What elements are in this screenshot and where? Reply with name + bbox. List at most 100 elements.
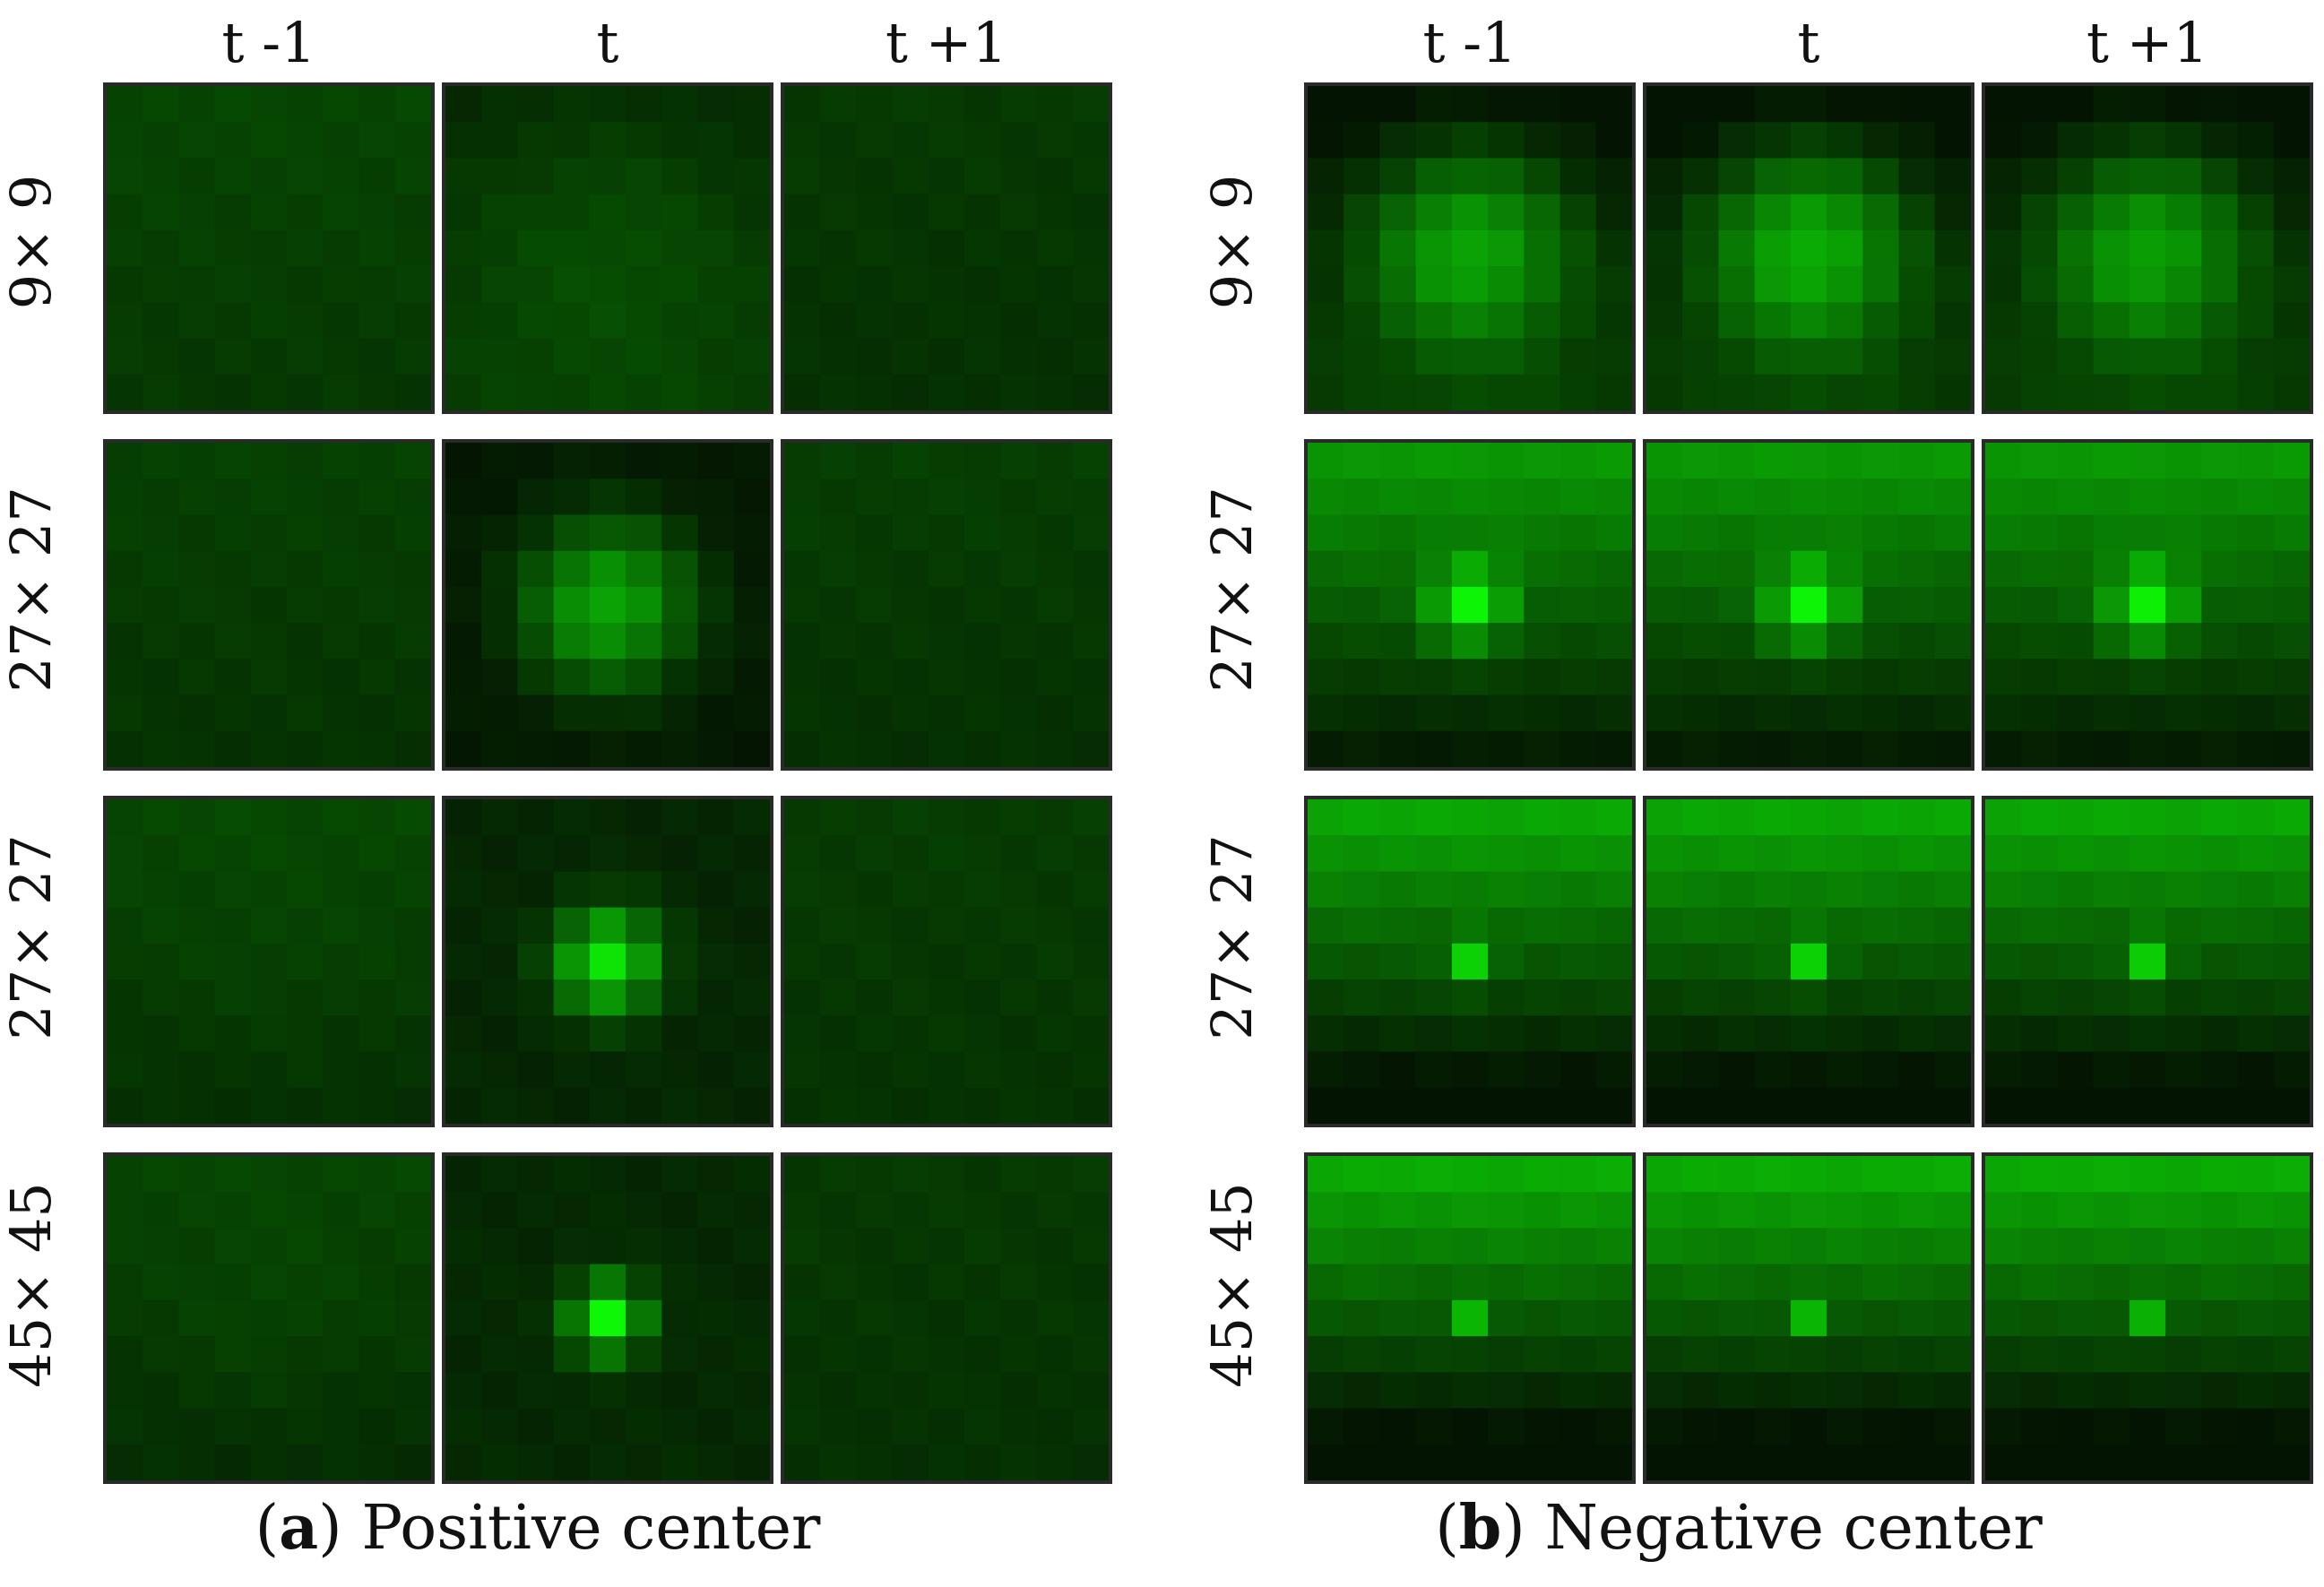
heatmap-cell xyxy=(1308,1336,1345,1374)
heatmap-cell xyxy=(856,835,894,873)
heatmap-cell xyxy=(2021,1372,2059,1410)
heatmap-cell xyxy=(250,907,288,944)
heatmap-cell xyxy=(2093,266,2130,304)
heatmap-cell xyxy=(323,1228,360,1265)
heatmap-cell xyxy=(1646,871,1684,909)
heatmap-cell xyxy=(928,338,965,375)
heatmap-cell xyxy=(250,623,288,660)
heatmap-cell xyxy=(1451,1336,1489,1374)
heatmap-cell xyxy=(1985,266,2023,304)
heatmap-cell xyxy=(1898,122,1936,160)
heatmap-cell xyxy=(1898,1228,1936,1265)
heatmap-cell xyxy=(1827,514,1864,552)
heatmap-cell xyxy=(553,158,591,195)
heatmap-cell xyxy=(1488,1051,1525,1089)
heatmap-cell xyxy=(1415,799,1453,837)
heatmap-cell xyxy=(1862,979,1900,1017)
heatmap-cell xyxy=(214,229,252,267)
heatmap-cell xyxy=(1718,1156,1756,1194)
heatmap-cell xyxy=(323,1192,360,1229)
heatmap-cell xyxy=(928,871,965,909)
heatmap-cell xyxy=(1790,799,1827,837)
heatmap-cell xyxy=(1934,835,1971,873)
heatmap-cell xyxy=(1343,194,1381,231)
heatmap-cell xyxy=(1488,86,1525,124)
heatmap-cell xyxy=(1343,694,1381,732)
heatmap-cell xyxy=(661,1228,699,1265)
heatmap-cell xyxy=(1488,479,1525,516)
heatmap-cell xyxy=(928,979,965,1017)
heatmap-cell xyxy=(1985,374,2023,410)
heatmap-cell xyxy=(1754,1264,1792,1301)
heatmap-cell xyxy=(820,194,858,231)
heatmap-tile xyxy=(1643,796,1974,1127)
heatmap-cell xyxy=(323,1156,360,1194)
heatmap-cell xyxy=(1308,1444,1345,1480)
heatmap-cell xyxy=(178,1336,216,1374)
heatmap-cell xyxy=(107,374,144,410)
heatmap-cell xyxy=(445,659,483,696)
heatmap-cell xyxy=(964,1299,1002,1337)
heatmap-cell xyxy=(2129,1192,2166,1229)
heatmap-cell xyxy=(1379,1087,1417,1124)
heatmap-cell xyxy=(2273,86,2310,124)
heatmap-cell xyxy=(250,799,288,837)
heatmap-cell xyxy=(1646,1051,1684,1089)
heatmap-cell xyxy=(394,1372,431,1410)
heatmap-cell xyxy=(1524,694,1561,732)
heatmap-cell xyxy=(1379,302,1417,340)
heatmap-cell xyxy=(1379,586,1417,624)
heatmap-cell xyxy=(250,479,288,516)
heatmap-cell xyxy=(445,1051,483,1089)
heatmap-cell xyxy=(394,266,431,304)
heatmap-cell xyxy=(1718,1015,1756,1053)
heatmap-cell xyxy=(107,694,144,732)
heatmap-cell xyxy=(964,1372,1002,1410)
heatmap-cell xyxy=(1827,1444,1864,1480)
heatmap-cell xyxy=(964,1156,1002,1194)
heatmap-cell xyxy=(1524,835,1561,873)
heatmap-cell xyxy=(1072,1264,1109,1301)
heatmap-cell xyxy=(1682,1372,1720,1410)
heatmap-cell xyxy=(214,1299,252,1337)
heatmap-cell xyxy=(589,1444,626,1480)
heatmap-cell xyxy=(1379,979,1417,1017)
heatmap-cell xyxy=(143,158,180,195)
heatmap-cell xyxy=(626,229,663,267)
heatmap-cell xyxy=(1934,799,1971,837)
heatmap-cell xyxy=(2021,1015,2059,1053)
heatmap-cell xyxy=(107,194,144,231)
heatmap-cell xyxy=(107,479,144,516)
heatmap-cell xyxy=(589,550,626,588)
heatmap-cell xyxy=(1862,1408,1900,1445)
heatmap-cell xyxy=(1595,1228,1632,1265)
heatmap-cell xyxy=(287,443,324,480)
heatmap-cell xyxy=(1646,1192,1684,1229)
heatmap-cell xyxy=(892,1444,929,1480)
heatmap-cell xyxy=(697,943,735,980)
heatmap-cell xyxy=(2273,586,2310,624)
heatmap-cell xyxy=(287,1372,324,1410)
heatmap-cell xyxy=(1343,479,1381,516)
heatmap-cell xyxy=(2057,1264,2095,1301)
heatmap-cell xyxy=(964,694,1002,732)
heatmap-cell xyxy=(964,835,1002,873)
heatmap-cell xyxy=(1308,979,1345,1017)
heatmap-cell xyxy=(1790,550,1827,588)
heatmap-cell xyxy=(1000,694,1038,732)
heatmap-cell xyxy=(892,158,929,195)
heatmap-cell xyxy=(1559,1192,1597,1229)
heatmap-cell xyxy=(1862,694,1900,732)
heatmap-cell xyxy=(517,943,555,980)
heatmap-cell xyxy=(250,338,288,375)
heatmap-cell xyxy=(553,835,591,873)
heatmap-cell xyxy=(892,659,929,696)
heatmap-cell xyxy=(1072,1156,1109,1194)
heatmap-cell xyxy=(1036,266,1074,304)
heatmap-cell xyxy=(2021,229,2059,267)
heatmap-cell xyxy=(1934,694,1971,732)
heatmap-cell xyxy=(143,1087,180,1124)
heatmap-cell xyxy=(589,1299,626,1337)
heatmap-cell xyxy=(820,1192,858,1229)
heatmap-cell xyxy=(892,266,929,304)
